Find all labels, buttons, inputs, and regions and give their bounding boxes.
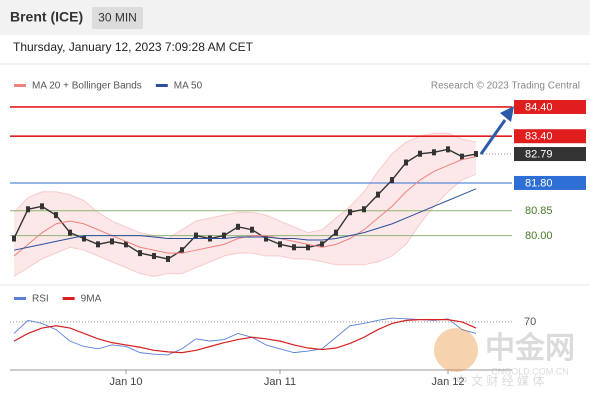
legend-swatch — [62, 297, 75, 300]
candle — [460, 153, 464, 160]
candle — [334, 229, 338, 236]
interval-badge — [92, 7, 143, 29]
candle — [362, 206, 366, 213]
level-label: 83.40 — [525, 131, 553, 143]
x-tick-label: Jan 10 — [109, 376, 142, 388]
x-tick-label: Jan 11 — [264, 376, 296, 388]
legend-swatch — [155, 84, 168, 87]
level-label: 80.00 — [525, 230, 553, 242]
candle — [432, 149, 436, 156]
candle — [96, 241, 100, 248]
candle — [236, 223, 240, 230]
watermark-text: 中金网 — [485, 331, 575, 365]
y-tick-label: 70 — [524, 316, 536, 328]
candle — [40, 203, 44, 210]
candle — [418, 150, 422, 157]
level-label-box — [514, 175, 586, 190]
candle — [68, 229, 72, 236]
candle — [26, 206, 30, 213]
legend-swatch — [14, 297, 26, 300]
candle — [446, 146, 450, 153]
watermark-text: CNGOLD.COM.CN — [491, 366, 569, 376]
candle — [348, 209, 352, 216]
candle — [278, 241, 282, 248]
candle — [292, 244, 296, 251]
legend-swatch — [14, 84, 26, 87]
candle — [138, 250, 142, 257]
candle — [306, 244, 310, 251]
legend-label: MA 50 — [174, 81, 203, 92]
forecast-arrow — [479, 119, 507, 155]
forecast-arrowhead — [500, 106, 514, 122]
interval: 30 MIN — [98, 11, 137, 25]
candle — [110, 238, 114, 245]
price-line — [13, 148, 477, 260]
candle — [54, 212, 58, 219]
candle — [222, 232, 226, 239]
candle — [264, 235, 268, 242]
candle — [82, 235, 86, 242]
header-bar — [0, 0, 590, 35]
candle — [180, 247, 184, 254]
level-label-box — [514, 129, 586, 144]
candle — [12, 235, 16, 242]
level-label: 81.80 — [525, 177, 553, 189]
legend-label: MA 20 + Bollinger Bands — [32, 81, 142, 92]
level-label-box — [514, 99, 586, 114]
watermark-text: 中 文 财 经 媒 体 — [456, 373, 545, 388]
subtitle: Thursday, January 12, 2023 7:09:28 AM CE… — [13, 40, 254, 54]
legend-label: 9MA — [81, 294, 102, 305]
watermark: 中金网 CNGOLD.COM.CN 中 文 财 经 媒 体 — [434, 328, 575, 388]
candle — [166, 255, 170, 262]
level-label: 80.85 — [525, 205, 553, 217]
rsi-line — [13, 318, 477, 354]
candle — [194, 232, 198, 239]
rsi-line — [13, 317, 477, 356]
bollinger-band — [13, 132, 477, 240]
moving-average — [13, 188, 477, 251]
bollinger-band — [13, 173, 477, 278]
candle — [250, 226, 254, 233]
candle — [320, 241, 324, 248]
level-label-box — [514, 147, 586, 162]
x-tick-label: Jan 12 — [431, 376, 464, 388]
candle — [152, 253, 156, 260]
credit: Research © 2023 Trading Central — [431, 81, 580, 92]
candle — [376, 191, 380, 198]
watermark-logo — [434, 328, 478, 372]
chart-title: Brent (ICE) — [10, 9, 83, 25]
candle — [474, 151, 478, 158]
level-label: 84.40 — [525, 101, 553, 113]
candle — [124, 241, 128, 248]
level-label: 82.79 — [525, 148, 553, 160]
candle — [404, 159, 408, 166]
candle — [390, 177, 394, 184]
bollinger-band-fill — [14, 133, 476, 277]
legend-label: RSI — [32, 294, 49, 305]
